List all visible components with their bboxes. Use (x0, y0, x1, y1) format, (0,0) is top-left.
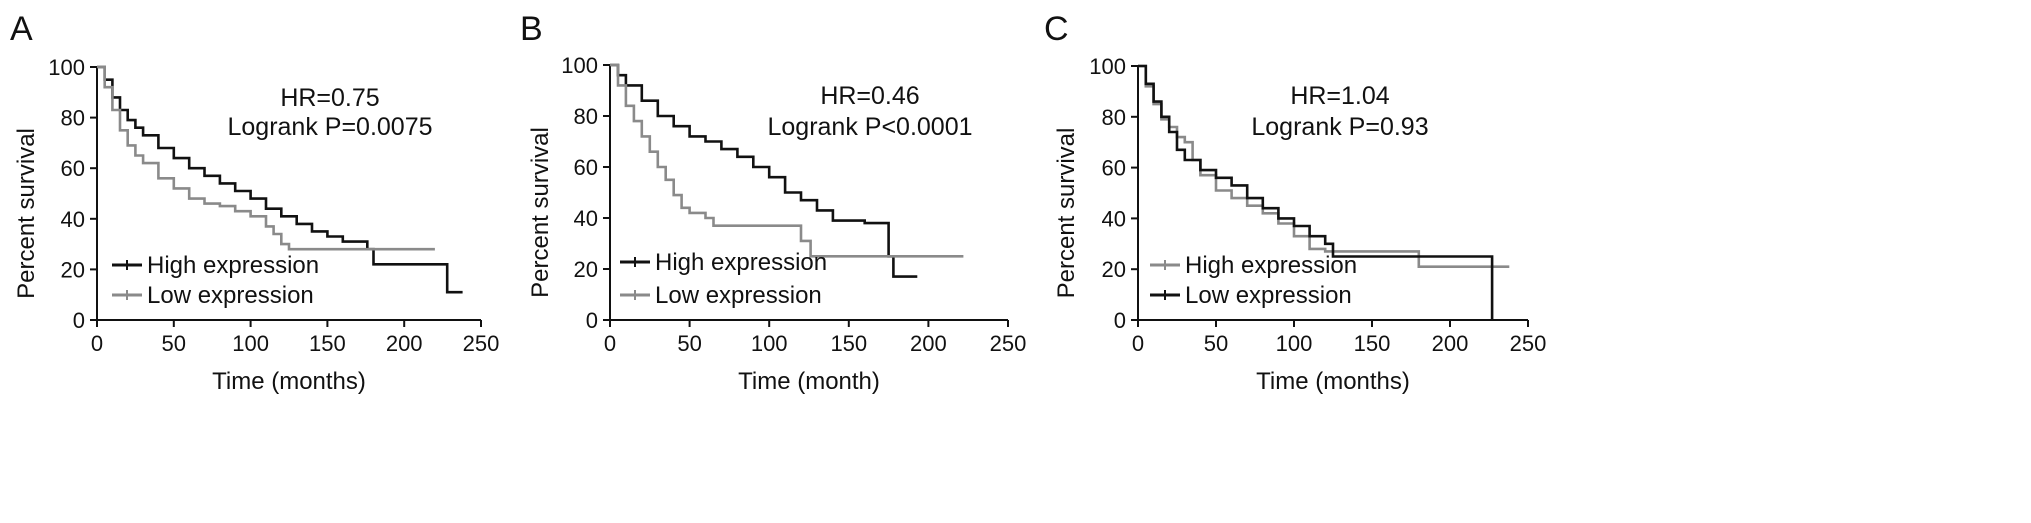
logrank-p-text: Logrank P=0.0075 (227, 113, 432, 141)
legend-label: High expression (1185, 252, 1357, 279)
x-tick-label: 100 (1276, 331, 1313, 356)
x-axis-title: Time (months) (212, 368, 366, 395)
y-tick-label: 80 (61, 106, 85, 131)
survival-curve-high-expression (610, 63, 918, 278)
x-tick-label: 200 (386, 331, 423, 356)
hazard-ratio-text: HR=0.46 (820, 82, 919, 110)
x-tick-label: 200 (1432, 331, 1469, 356)
panel-label: B (520, 10, 543, 48)
y-tick-label: 60 (574, 155, 598, 180)
y-tick-label: 0 (586, 308, 598, 333)
x-tick-label: 0 (91, 331, 103, 356)
y-tick-label: 40 (61, 207, 85, 232)
x-tick-label: 50 (1204, 331, 1228, 356)
x-tick-label: 150 (1354, 331, 1391, 356)
x-axis-title: Time (months) (1256, 368, 1410, 395)
y-axis-title: Percent survival (527, 127, 554, 298)
survival-curve-high-expression (1138, 64, 1510, 268)
legend-label: High expression (147, 252, 319, 279)
y-axis-title: Percent survival (1053, 128, 1080, 299)
x-tick-label: 200 (910, 331, 947, 356)
logrank-p-text: Logrank P=0.93 (1251, 113, 1428, 141)
survival-curve-low-expression (1138, 64, 1494, 320)
y-tick-label: 80 (574, 104, 598, 129)
logrank-p-text: Logrank P<0.0001 (767, 113, 972, 141)
chart-panel-a: A 0 50 100 150 200 250 0 20 40 60 80 100 Time (months… (10, 10, 499, 395)
chart-panel-c: C 0 50 100 150 200 250 0 20 40 60 80 100 Time (months… (1044, 10, 1546, 395)
panel-label: C (1044, 10, 1069, 48)
y-tick-label: 40 (574, 206, 598, 231)
panel-label: A (10, 10, 33, 48)
legend-label: Low expression (1185, 282, 1352, 309)
y-tick-label: 40 (1102, 206, 1126, 231)
x-tick-label: 150 (830, 331, 867, 356)
y-tick-label: 100 (561, 53, 598, 78)
hazard-ratio-text: HR=0.75 (280, 84, 379, 112)
y-tick-label: 20 (61, 257, 85, 282)
legend-label: Low expression (147, 282, 314, 309)
y-tick-label: 20 (574, 257, 598, 282)
x-tick-label: 0 (1132, 331, 1144, 356)
x-axis-title: Time (month) (738, 368, 880, 395)
y-tick-label: 0 (1114, 308, 1126, 333)
survival-curve-low-expression (610, 63, 964, 258)
x-tick-label: 250 (463, 331, 500, 356)
x-tick-label: 250 (990, 331, 1027, 356)
legend-label: Low expression (655, 282, 822, 309)
x-tick-label: 50 (162, 331, 186, 356)
x-tick-label: 0 (604, 331, 616, 356)
y-tick-label: 60 (1102, 156, 1126, 181)
hazard-ratio-text: HR=1.04 (1290, 82, 1389, 110)
y-tick-label: 100 (48, 55, 85, 80)
x-tick-label: 100 (751, 331, 788, 356)
x-tick-label: 250 (1510, 331, 1547, 356)
y-tick-label: 80 (1102, 105, 1126, 130)
x-tick-label: 50 (677, 331, 701, 356)
y-tick-label: 100 (1089, 54, 1126, 79)
x-tick-label: 150 (309, 331, 346, 356)
y-tick-label: 20 (1102, 257, 1126, 282)
survival-curve-high-expression (97, 65, 463, 294)
chart-panel-b: B 0 50 100 150 200 250 0 20 40 60 80 100 Time (month)… (520, 10, 1026, 395)
legend-label: High expression (655, 249, 827, 276)
y-tick-label: 0 (73, 308, 85, 333)
survival-curve-low-expression (97, 65, 435, 251)
y-tick-label: 60 (61, 156, 85, 181)
y-axis-title: Percent survival (13, 128, 40, 299)
x-tick-label: 100 (232, 331, 269, 356)
